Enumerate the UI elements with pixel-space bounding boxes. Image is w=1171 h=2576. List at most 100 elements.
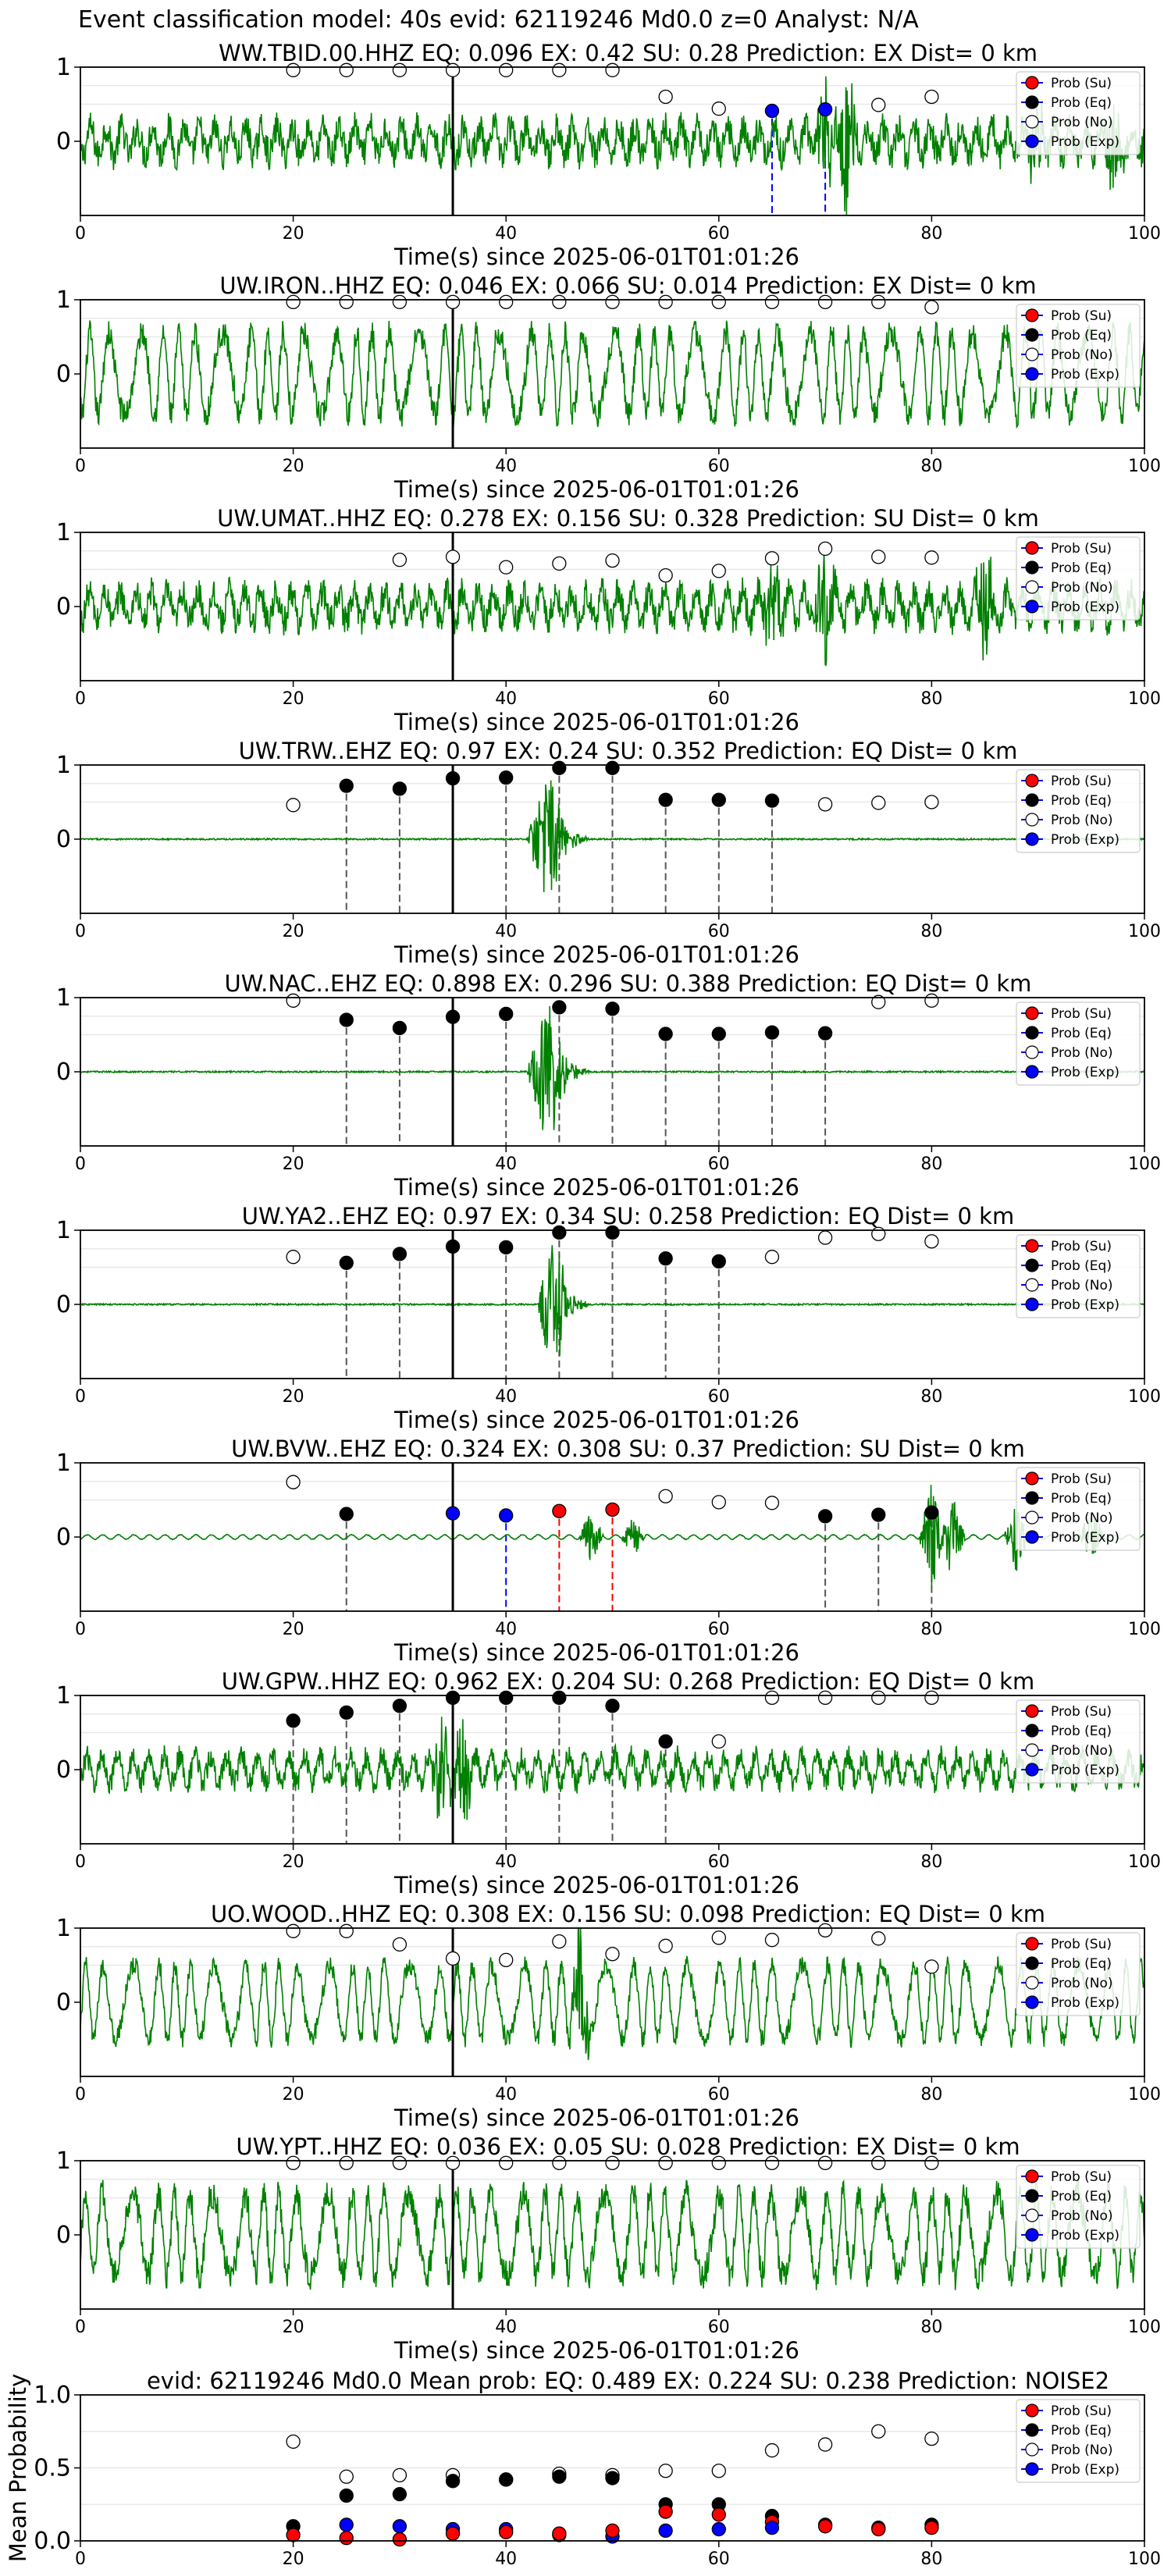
legend-marker: [1025, 1724, 1039, 1738]
legend-box: [1016, 71, 1141, 155]
x-tick-label: 40: [495, 1852, 517, 1872]
prob-point-eq: [392, 1699, 408, 1713]
x-tick-label: 20: [283, 224, 304, 244]
x-tick-label: 100: [1128, 689, 1161, 709]
legend-label: Prob (Exp): [1051, 1065, 1119, 1080]
panel-6: UW.YA2..EHZ EQ: 0.97 EX: 0.34 SU: 0.258 …: [56, 1203, 1161, 1433]
waveform-trace: [80, 1005, 1145, 1130]
x-tick-label: 80: [920, 1852, 942, 1872]
x-tick-label: 60: [708, 1155, 730, 1174]
panel-11: evid: 62119246 Md0.0 Mean prob: EQ: 0.48…: [5, 2368, 1161, 2569]
prob-point-no: [499, 294, 514, 310]
legend-marker: [1025, 541, 1039, 555]
x-tick-label: 0: [75, 1387, 86, 1407]
prob-point-no: [605, 1947, 620, 1962]
x-tick-label: 80: [920, 1155, 942, 1174]
prob-point-no: [924, 993, 939, 1008]
legend-label: Prob (Su): [1051, 76, 1112, 91]
waveform-trace: [80, 76, 1145, 215]
prob-point-eq: [499, 1240, 514, 1254]
prob-point-no: [286, 2434, 301, 2449]
legend: Prob (Su) Prob (Eq) Prob (No) Prob (Exp): [1016, 1932, 1141, 2016]
prob-point-eq: [552, 1000, 567, 1015]
legend-marker: [1025, 1530, 1039, 1544]
prob-point-eq: [392, 781, 408, 796]
panel-7: UW.BVW..EHZ EQ: 0.324 EX: 0.308 SU: 0.37…: [56, 1436, 1161, 1666]
panel-title: evid: 62119246 Md0.0 Mean prob: EQ: 0.48…: [147, 2368, 1109, 2394]
x-tick-label: 100: [1128, 922, 1161, 941]
x-tick-label: 60: [708, 1387, 730, 1407]
page-title: Event classification model: 40s evid: 62…: [78, 6, 919, 34]
prob-point-eq: [817, 1026, 833, 1041]
legend-label: Prob (Eq): [1051, 2189, 1112, 2204]
prob-point-eq: [605, 2471, 620, 2485]
prob-point-no: [764, 2443, 780, 2458]
y-tick-label: 0: [56, 2222, 71, 2249]
y-tick-label: 0.0: [34, 2528, 71, 2555]
prob-point-exp: [392, 2519, 408, 2534]
prob-point-eq: [605, 1002, 620, 1016]
prob-point-no: [924, 550, 939, 565]
x-tick-label: 0: [75, 922, 86, 941]
prob-point-no: [871, 1931, 886, 1946]
prob-point-no: [339, 1923, 354, 1938]
legend-marker: [1025, 1704, 1039, 1718]
legend-marker: [1025, 2423, 1039, 2437]
legend-marker: [1025, 560, 1039, 575]
legend-marker: [1025, 1045, 1039, 1059]
waveform-trace: [80, 780, 1145, 892]
legend-label: Prob (Exp): [1051, 367, 1119, 382]
legend-label: Prob (Eq): [1051, 1258, 1112, 1274]
prob-point-no: [817, 541, 833, 557]
prob-point-eq: [764, 793, 780, 808]
prob-point-no: [605, 294, 620, 310]
x-tick-label: 100: [1128, 457, 1161, 476]
prob-point-su: [286, 2528, 301, 2542]
x-axis-label: Time(s) since 2025-06-01T01:01:26: [393, 244, 799, 270]
x-tick-label: 0: [75, 2549, 86, 2569]
legend-marker: [1025, 328, 1039, 342]
prob-point-no: [924, 795, 939, 809]
prob-point-no: [764, 1933, 780, 1948]
prob-point-no: [817, 2155, 833, 2171]
y-tick-label: 1.0: [34, 2382, 71, 2409]
panel-8: UW.GPW..HHZ EQ: 0.962 EX: 0.204 SU: 0.26…: [56, 1668, 1161, 1898]
x-tick-label: 60: [708, 922, 730, 941]
legend-marker: [1025, 1471, 1039, 1485]
legend-label: Prob (No): [1051, 347, 1113, 363]
prob-point-no: [286, 62, 301, 77]
legend-marker: [1025, 134, 1039, 148]
prob-point-eq: [552, 2469, 567, 2484]
x-tick-label: 80: [920, 224, 942, 244]
legend-marker: [1025, 1297, 1039, 1311]
waveform-trace: [80, 552, 1145, 667]
y-tick-label: 1: [56, 1915, 71, 1942]
legend-box: [1016, 304, 1141, 388]
legend-box: [1016, 1699, 1141, 1784]
prob-point-no: [871, 795, 886, 810]
prob-point-exp: [817, 101, 833, 117]
prob-point-no: [392, 62, 408, 77]
legend-label: Prob (Su): [1051, 308, 1112, 324]
prob-point-no: [286, 2155, 301, 2171]
prob-point-no: [286, 798, 301, 813]
prob-point-no: [924, 300, 939, 315]
prob-point-eq: [392, 1020, 408, 1036]
prob-point-no: [605, 553, 620, 568]
prob-point-su: [339, 2531, 354, 2546]
prob-point-no: [339, 62, 354, 77]
x-tick-label: 0: [75, 689, 86, 709]
legend-label: Prob (No): [1051, 2443, 1113, 2458]
legend-label: Prob (Exp): [1051, 2228, 1119, 2243]
prob-point-no: [658, 568, 673, 583]
panel-title: WW.TBID.00.HHZ EQ: 0.096 EX: 0.42 SU: 0.…: [219, 40, 1038, 66]
prob-point-eq: [445, 2474, 461, 2489]
x-tick-label: 20: [283, 922, 304, 941]
legend-marker: [1025, 813, 1039, 827]
legend-label: Prob (Su): [1051, 1239, 1112, 1254]
legend-label: Prob (Exp): [1051, 134, 1119, 150]
prob-point-no: [339, 2155, 354, 2171]
legend: Prob (Su) Prob (Eq) Prob (No) Prob (Exp): [1016, 536, 1141, 621]
x-tick-label: 100: [1128, 1852, 1161, 1872]
legend-label: Prob (Eq): [1051, 1956, 1112, 1972]
